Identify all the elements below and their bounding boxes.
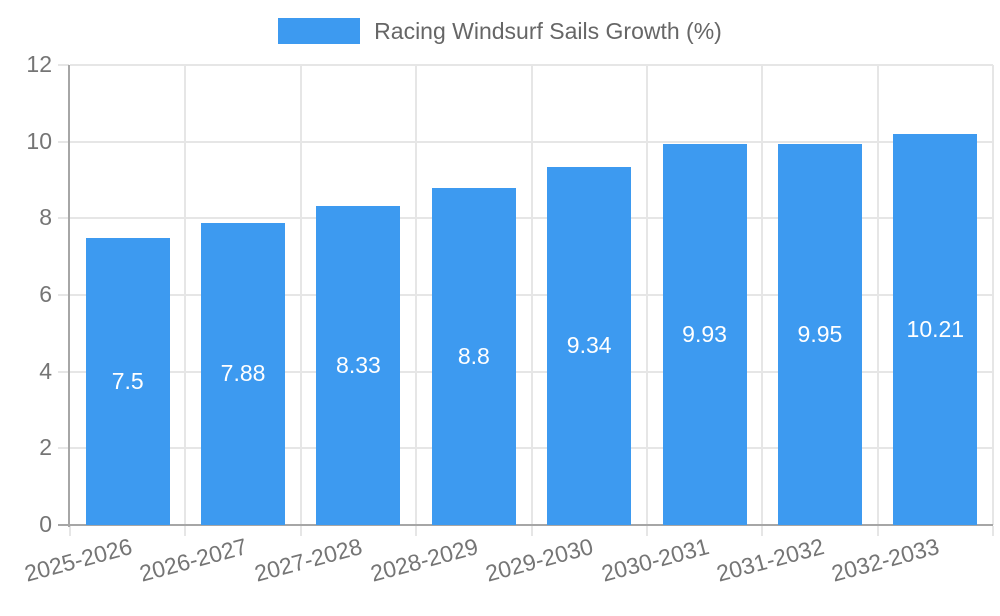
bar-value-label: 8.8	[457, 342, 490, 369]
bar-value-label: 9.93	[682, 321, 727, 348]
bar-value-label: 9.34	[566, 332, 612, 359]
x-gridline	[184, 65, 187, 525]
bar[interactable]: 7.5	[85, 237, 170, 525]
bar[interactable]: 9.93	[662, 144, 747, 525]
y-tick-mark	[58, 140, 69, 143]
y-axis-tick-label: 8	[39, 204, 52, 231]
x-gridline	[876, 65, 879, 525]
y-axis-tick-label: 12	[26, 51, 52, 77]
legend-label: Racing Windsurf Sails Growth (%)	[374, 18, 722, 44]
bar-value-label: 9.95	[797, 320, 843, 347]
y-axis-tick-label: 6	[39, 281, 52, 307]
x-tick-mark	[415, 526, 418, 536]
x-gridline	[992, 65, 994, 525]
bar[interactable]: 10.21	[893, 133, 978, 525]
x-tick-mark	[69, 526, 71, 536]
y-tick-mark	[58, 370, 69, 373]
bar[interactable]: 8.33	[316, 205, 401, 525]
x-tick-mark	[876, 526, 879, 536]
y-tick-mark	[58, 217, 69, 220]
x-tick-mark	[184, 526, 187, 536]
x-gridline	[645, 65, 648, 525]
x-gridline	[299, 65, 302, 525]
y-tick-mark	[58, 64, 69, 66]
y-axis-tick-label: 4	[39, 357, 52, 384]
bar[interactable]: 8.8	[431, 187, 516, 525]
y-axis-tick-label: 2	[39, 434, 52, 461]
y-axis-tick-label: 0	[39, 511, 52, 537]
bar-chart: Racing Windsurf Sails Growth (%) 7.5 7.88…	[0, 14, 1000, 587]
x-tick-mark	[299, 526, 302, 536]
y-tick-mark	[58, 447, 69, 450]
bar-value-label: 10.21	[906, 315, 965, 342]
bar[interactable]: 7.88	[201, 222, 286, 525]
x-gridline	[761, 65, 764, 525]
legend-swatch	[278, 18, 361, 44]
x-axis-line	[58, 524, 993, 526]
bar[interactable]: 9.95	[777, 143, 862, 525]
y-tick-mark	[58, 294, 69, 296]
y-axis-line	[68, 65, 70, 527]
x-tick-mark	[761, 526, 764, 536]
y-axis-tick-label: 10	[26, 127, 52, 154]
bar[interactable]: 9.34	[547, 166, 632, 525]
bar-value-label: 8.33	[336, 351, 381, 378]
legend[interactable]: Racing Windsurf Sails Growth (%)	[0, 14, 1000, 48]
x-gridline	[530, 65, 533, 525]
bar-value-label: 7.5	[111, 367, 144, 394]
x-tick-mark	[645, 526, 648, 536]
x-tick-mark	[992, 526, 994, 536]
x-tick-mark	[530, 526, 533, 536]
bar-value-label: 7.88	[220, 360, 266, 387]
x-gridline	[415, 65, 418, 525]
